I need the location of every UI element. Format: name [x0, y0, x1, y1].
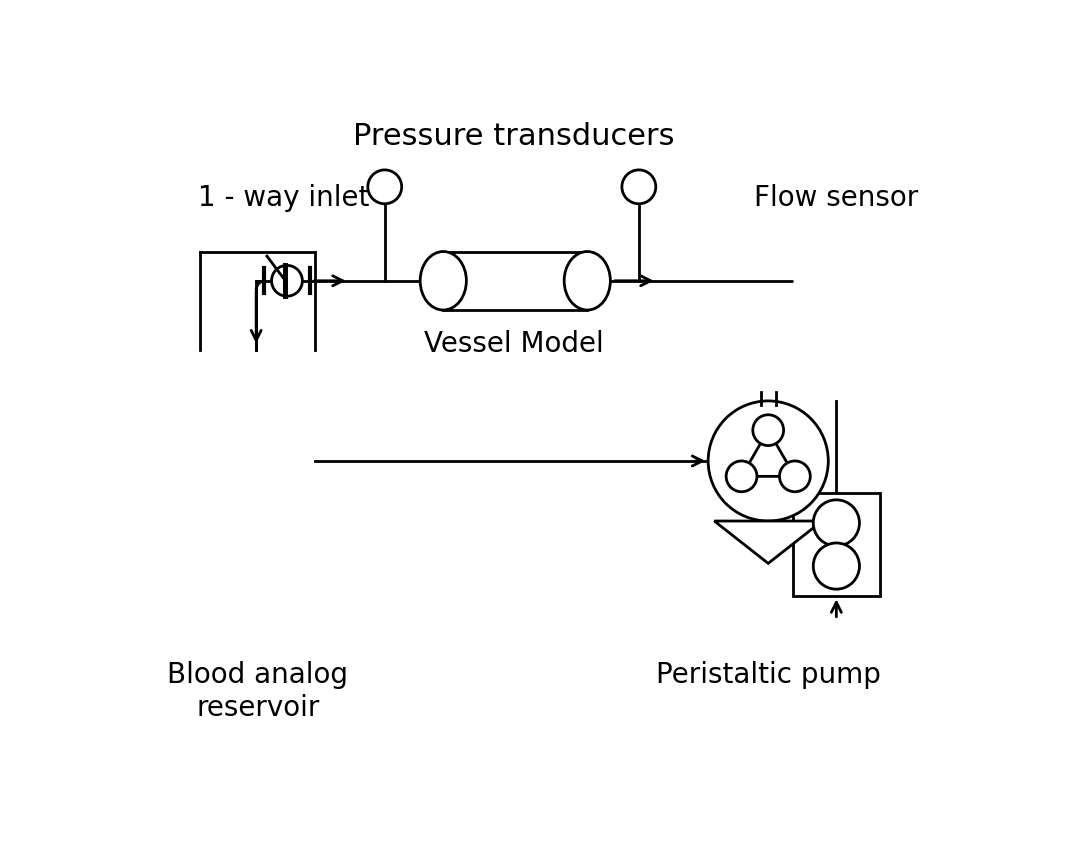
Circle shape: [813, 500, 859, 546]
Bar: [443, 251, 587, 310]
Circle shape: [726, 461, 756, 492]
Circle shape: [753, 415, 783, 446]
Text: 1 - way inlet: 1 - way inlet: [199, 184, 370, 212]
Ellipse shape: [421, 251, 467, 310]
Circle shape: [271, 265, 303, 296]
Bar: [793, 492, 880, 596]
Text: Flow sensor: Flow sensor: [754, 184, 918, 212]
Circle shape: [813, 543, 859, 589]
Text: Vessel Model: Vessel Model: [424, 330, 604, 358]
Text: Pressure transducers: Pressure transducers: [353, 122, 675, 151]
Text: Blood analog
reservoir: Blood analog reservoir: [167, 661, 349, 721]
Circle shape: [622, 170, 656, 204]
Ellipse shape: [564, 251, 611, 310]
Circle shape: [368, 170, 401, 204]
Circle shape: [779, 461, 810, 492]
Text: Peristaltic pump: Peristaltic pump: [656, 661, 881, 689]
Circle shape: [708, 401, 828, 521]
Polygon shape: [715, 521, 822, 563]
